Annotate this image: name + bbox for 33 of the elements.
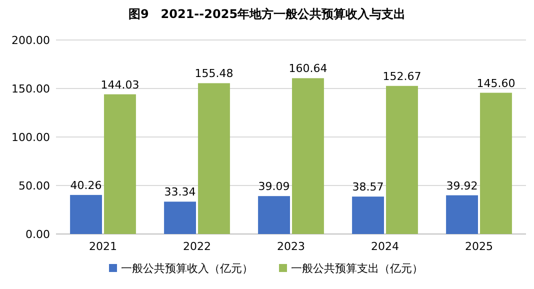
y-tick-label: 0.00 [26,228,50,241]
y-tick-label: 50.00 [18,180,50,192]
data-label: 39.09 [258,180,290,194]
y-tick-label: 150.00 [12,82,50,96]
bar [352,196,384,234]
bar [292,78,324,234]
bar [104,94,136,234]
data-label: 38.57 [352,180,384,194]
y-tick-label: 200.00 [12,34,50,47]
x-tick-label: 2025 [465,240,493,253]
bar [164,202,196,234]
data-label: 40.26 [70,178,102,192]
bar [386,86,418,234]
legend-label: 一般公共预算支出（亿元） [291,262,423,275]
bar [258,196,290,234]
bar [446,195,478,234]
chart-title: 图9 2021--2025年地方一般公共预算收入与支出 [128,7,406,21]
data-label: 155.48 [194,67,234,80]
bar [480,92,512,234]
data-label: 33.34 [164,186,196,199]
x-tick-label: 2021 [89,240,117,253]
data-label: 39.92 [446,179,478,192]
bar [198,83,230,234]
data-label: 160.64 [288,62,328,76]
x-tick-label: 2024 [371,240,399,253]
data-label: 145.60 [476,76,516,90]
data-label: 144.03 [100,78,140,92]
x-tick-label: 2023 [277,240,305,253]
y-tick-label: 100.00 [12,131,50,144]
data-label: 152.67 [382,70,422,83]
x-tick-label: 2022 [183,240,211,253]
bar [70,194,102,234]
legend-label: 一般公共预算收入（亿元） [121,262,253,275]
